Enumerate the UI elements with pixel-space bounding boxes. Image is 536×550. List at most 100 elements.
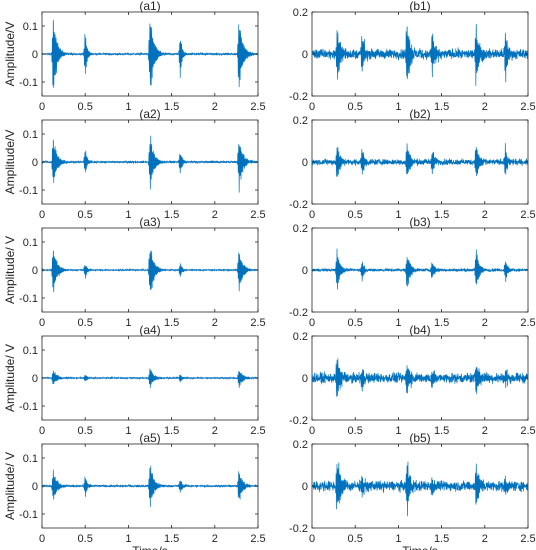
x-tick-label: 1.5 — [434, 533, 449, 545]
panel-title: (b3) — [409, 215, 430, 229]
x-tick-label: 0 — [39, 101, 45, 113]
x-tick-label: 1.5 — [164, 317, 179, 329]
y-tick-label: 0 — [32, 157, 38, 169]
x-tick-label: 0 — [309, 317, 315, 329]
y-tick-label: 0.2 — [293, 331, 308, 343]
x-tick-label: 1.5 — [434, 317, 449, 329]
x-tick-label: 0 — [39, 425, 45, 437]
panel-title: (a2) — [139, 107, 160, 121]
x-tick-label: 0.5 — [78, 317, 93, 329]
y-tick-label: -0.2 — [289, 523, 308, 535]
y-tick-label: -0.1 — [19, 77, 38, 89]
panel-b5: 00.511.522.50.20-0.2(b5)Time/s — [289, 431, 536, 550]
panel-title: (b5) — [409, 431, 430, 445]
panel-title: (a3) — [139, 215, 160, 229]
y-axis-label: Amplitude/V — [3, 22, 17, 87]
x-tick-label: 0.5 — [348, 317, 363, 329]
panel-title: (b2) — [409, 107, 430, 121]
panel-title: (a5) — [139, 431, 160, 445]
x-axis-label: Time/s — [402, 544, 438, 550]
x-tick-label: 1.5 — [434, 209, 449, 221]
x-tick-label: 2.5 — [250, 101, 265, 113]
x-tick-label: 0.5 — [78, 425, 93, 437]
signal-series — [42, 368, 258, 388]
x-tick-label: 1 — [125, 533, 131, 545]
x-tick-label: 1 — [395, 317, 401, 329]
y-axis-label: Amplitude/ V — [3, 452, 17, 520]
y-tick-label: -0.1 — [19, 401, 38, 413]
y-tick-label: 0.1 — [23, 237, 38, 249]
x-tick-label: 2 — [482, 533, 488, 545]
x-tick-label: 1 — [395, 533, 401, 545]
y-tick-label: -0.2 — [289, 199, 308, 211]
y-tick-label: 0 — [32, 49, 38, 61]
y-tick-label: 0.1 — [23, 21, 38, 33]
y-tick-label: 0.2 — [293, 439, 308, 451]
x-tick-label: 2 — [212, 317, 218, 329]
panel-a5: 00.511.522.50.10-0.1(a5)Amplitude/ VTime… — [3, 431, 266, 550]
x-tick-label: 1 — [395, 101, 401, 113]
panel-title: (b4) — [409, 323, 430, 337]
x-tick-label: 1.5 — [434, 101, 449, 113]
y-tick-label: 0.2 — [293, 223, 308, 235]
signal-series — [42, 250, 258, 293]
x-tick-label: 2 — [482, 425, 488, 437]
x-tick-label: 0.5 — [348, 209, 363, 221]
x-tick-label: 1 — [125, 101, 131, 113]
signal-series — [312, 248, 528, 290]
x-tick-label: 0 — [39, 209, 45, 221]
x-tick-label: 0 — [309, 209, 315, 221]
x-tick-label: 2 — [482, 209, 488, 221]
x-tick-label: 2.5 — [250, 533, 265, 545]
y-tick-label: 0 — [302, 481, 308, 493]
y-tick-label: 0 — [302, 373, 308, 385]
x-tick-label: 1 — [395, 425, 401, 437]
x-tick-label: 2 — [482, 101, 488, 113]
x-tick-label: 0 — [309, 425, 315, 437]
x-tick-label: 1.5 — [164, 533, 179, 545]
panel-a2: 0 0.5 1 1.5 2 2.50.10-0.1(a2)Amplitude/V — [3, 107, 266, 221]
y-tick-label: 0 — [32, 265, 38, 277]
y-tick-label: 0.1 — [23, 345, 38, 357]
signal-series — [312, 461, 528, 517]
x-tick-label: 0 — [39, 533, 45, 545]
x-tick-label: 2.5 — [520, 533, 535, 545]
x-tick-label: 2 — [212, 101, 218, 113]
x-tick-label: 2 — [212, 209, 218, 221]
y-tick-label: 0 — [32, 373, 38, 385]
y-tick-label: 0 — [32, 481, 38, 493]
x-tick-label: 1.5 — [164, 209, 179, 221]
signal-series — [42, 20, 258, 88]
x-tick-label: 1.5 — [164, 101, 179, 113]
panel-b2: 0 0.5 1 1.5 2 2.50.20-0.2(b2) — [289, 107, 536, 221]
y-tick-label: 0 — [302, 49, 308, 61]
panel-b1: 0 0.5 1 1.5 2 2.50.20-0.2(b1) — [289, 0, 536, 113]
panel-a4: 0 0.5 1 1.5 2 2.50.10-0.1(a4)Amplitude/ V — [3, 323, 266, 437]
x-tick-label: 2.5 — [520, 317, 535, 329]
x-tick-label: 1 — [395, 209, 401, 221]
y-axis-label: Amplitude/V — [3, 130, 17, 195]
signal-series — [42, 135, 258, 193]
x-tick-label: 0 — [39, 317, 45, 329]
x-tick-label: 2.5 — [520, 101, 535, 113]
x-tick-label: 0.5 — [78, 209, 93, 221]
y-tick-label: -0.1 — [19, 293, 38, 305]
panel-b4: 0 0.5 1 1.5 2 2.50.20-0.2(b4) — [289, 323, 536, 437]
x-tick-label: 1 — [125, 425, 131, 437]
x-tick-label: 2.5 — [520, 209, 535, 221]
x-tick-label: 1.5 — [434, 425, 449, 437]
y-tick-label: -0.2 — [289, 307, 308, 319]
x-tick-label: 2.5 — [250, 317, 265, 329]
signal-series — [42, 465, 258, 508]
y-tick-label: -0.2 — [289, 415, 308, 427]
y-tick-label: 0 — [302, 157, 308, 169]
panel-a1: 0 0.5 1 1.5 2 2.50.10-0.1(a1)Amplitude/V — [3, 0, 266, 113]
x-tick-label: 1 — [125, 209, 131, 221]
x-tick-label: 2.5 — [250, 209, 265, 221]
panel-b3: 0 0.5 1 1.5 2 2.50.20-0.2(b3) — [289, 215, 536, 329]
panel-title: (a1) — [139, 0, 160, 13]
panel-title: (b1) — [409, 0, 430, 13]
y-tick-label: -0.1 — [19, 185, 38, 197]
x-tick-label: 1 — [125, 317, 131, 329]
x-tick-label: 2 — [212, 533, 218, 545]
